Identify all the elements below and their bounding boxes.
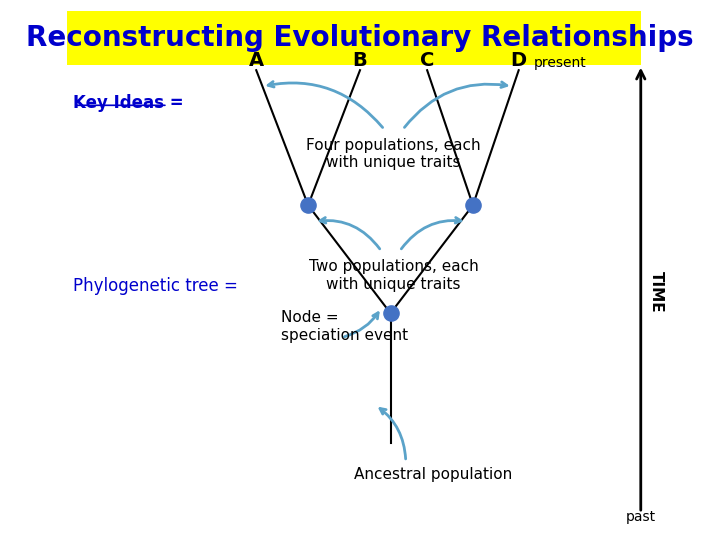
Text: TIME: TIME xyxy=(649,271,664,313)
Text: Two populations, each
with unique traits: Two populations, each with unique traits xyxy=(309,259,479,292)
Text: Phylogenetic tree =: Phylogenetic tree = xyxy=(73,277,238,295)
Text: Ancestral population: Ancestral population xyxy=(354,467,513,482)
Text: Node =
speciation event: Node = speciation event xyxy=(281,310,408,343)
Text: B: B xyxy=(353,51,367,70)
Point xyxy=(467,201,479,210)
Text: Key Ideas =: Key Ideas = xyxy=(73,93,184,112)
Point xyxy=(384,309,396,318)
Text: Four populations, each
with unique traits: Four populations, each with unique trait… xyxy=(306,138,481,170)
Text: past: past xyxy=(626,510,656,524)
Text: C: C xyxy=(420,51,434,70)
Text: present: present xyxy=(534,56,587,70)
Text: D: D xyxy=(510,51,527,70)
Text: A: A xyxy=(248,51,264,70)
FancyBboxPatch shape xyxy=(67,11,641,65)
Text: Reconstructing Evolutionary Relationships: Reconstructing Evolutionary Relationship… xyxy=(26,24,694,52)
Point xyxy=(302,201,314,210)
